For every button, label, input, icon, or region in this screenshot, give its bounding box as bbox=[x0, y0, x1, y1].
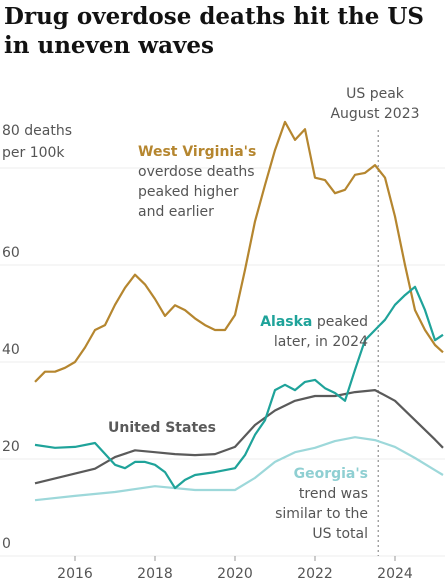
annotation-bold: Georgia's bbox=[293, 466, 368, 482]
series-line bbox=[34, 389, 444, 485]
annotation: United States bbox=[108, 418, 238, 438]
y-tick-label: 80 deaths per 100k bbox=[2, 123, 72, 161]
x-tick-label: 2022 bbox=[297, 566, 333, 580]
series-line bbox=[34, 120, 444, 383]
x-tick-label: 2020 bbox=[217, 566, 253, 580]
annotation-bold: United States bbox=[108, 420, 216, 436]
y-tick-label: 60 bbox=[2, 245, 20, 261]
reference-label: US peak August 2023 bbox=[330, 86, 420, 122]
annotation: Georgia's trend was similar to the US to… bbox=[258, 464, 368, 544]
annotation: Alaska peaked later, in 2024 bbox=[250, 312, 368, 352]
annotation-bold: Alaska bbox=[260, 314, 313, 330]
x-tick-label: 2018 bbox=[137, 566, 173, 580]
series-line bbox=[34, 285, 444, 490]
x-tick-label: 2024 bbox=[377, 566, 413, 580]
annotation: West Virginia's overdose deaths peaked hi… bbox=[138, 142, 268, 222]
series-line bbox=[34, 436, 444, 502]
chart-title: Drug overdose deaths hit the US in uneve… bbox=[4, 3, 425, 59]
y-tick-label: 0 bbox=[2, 536, 11, 552]
annotation-text: trend was similar to the US total bbox=[275, 486, 368, 542]
annotation-text: peaked later, in 2024 bbox=[273, 314, 368, 350]
y-tick-label: 40 bbox=[2, 342, 20, 358]
y-tick-label: 20 bbox=[2, 439, 20, 455]
annotation-text: overdose deaths peaked higher and earlie… bbox=[138, 164, 255, 220]
x-tick-label: 2016 bbox=[57, 566, 93, 580]
annotation-bold: West Virginia's bbox=[138, 144, 257, 160]
